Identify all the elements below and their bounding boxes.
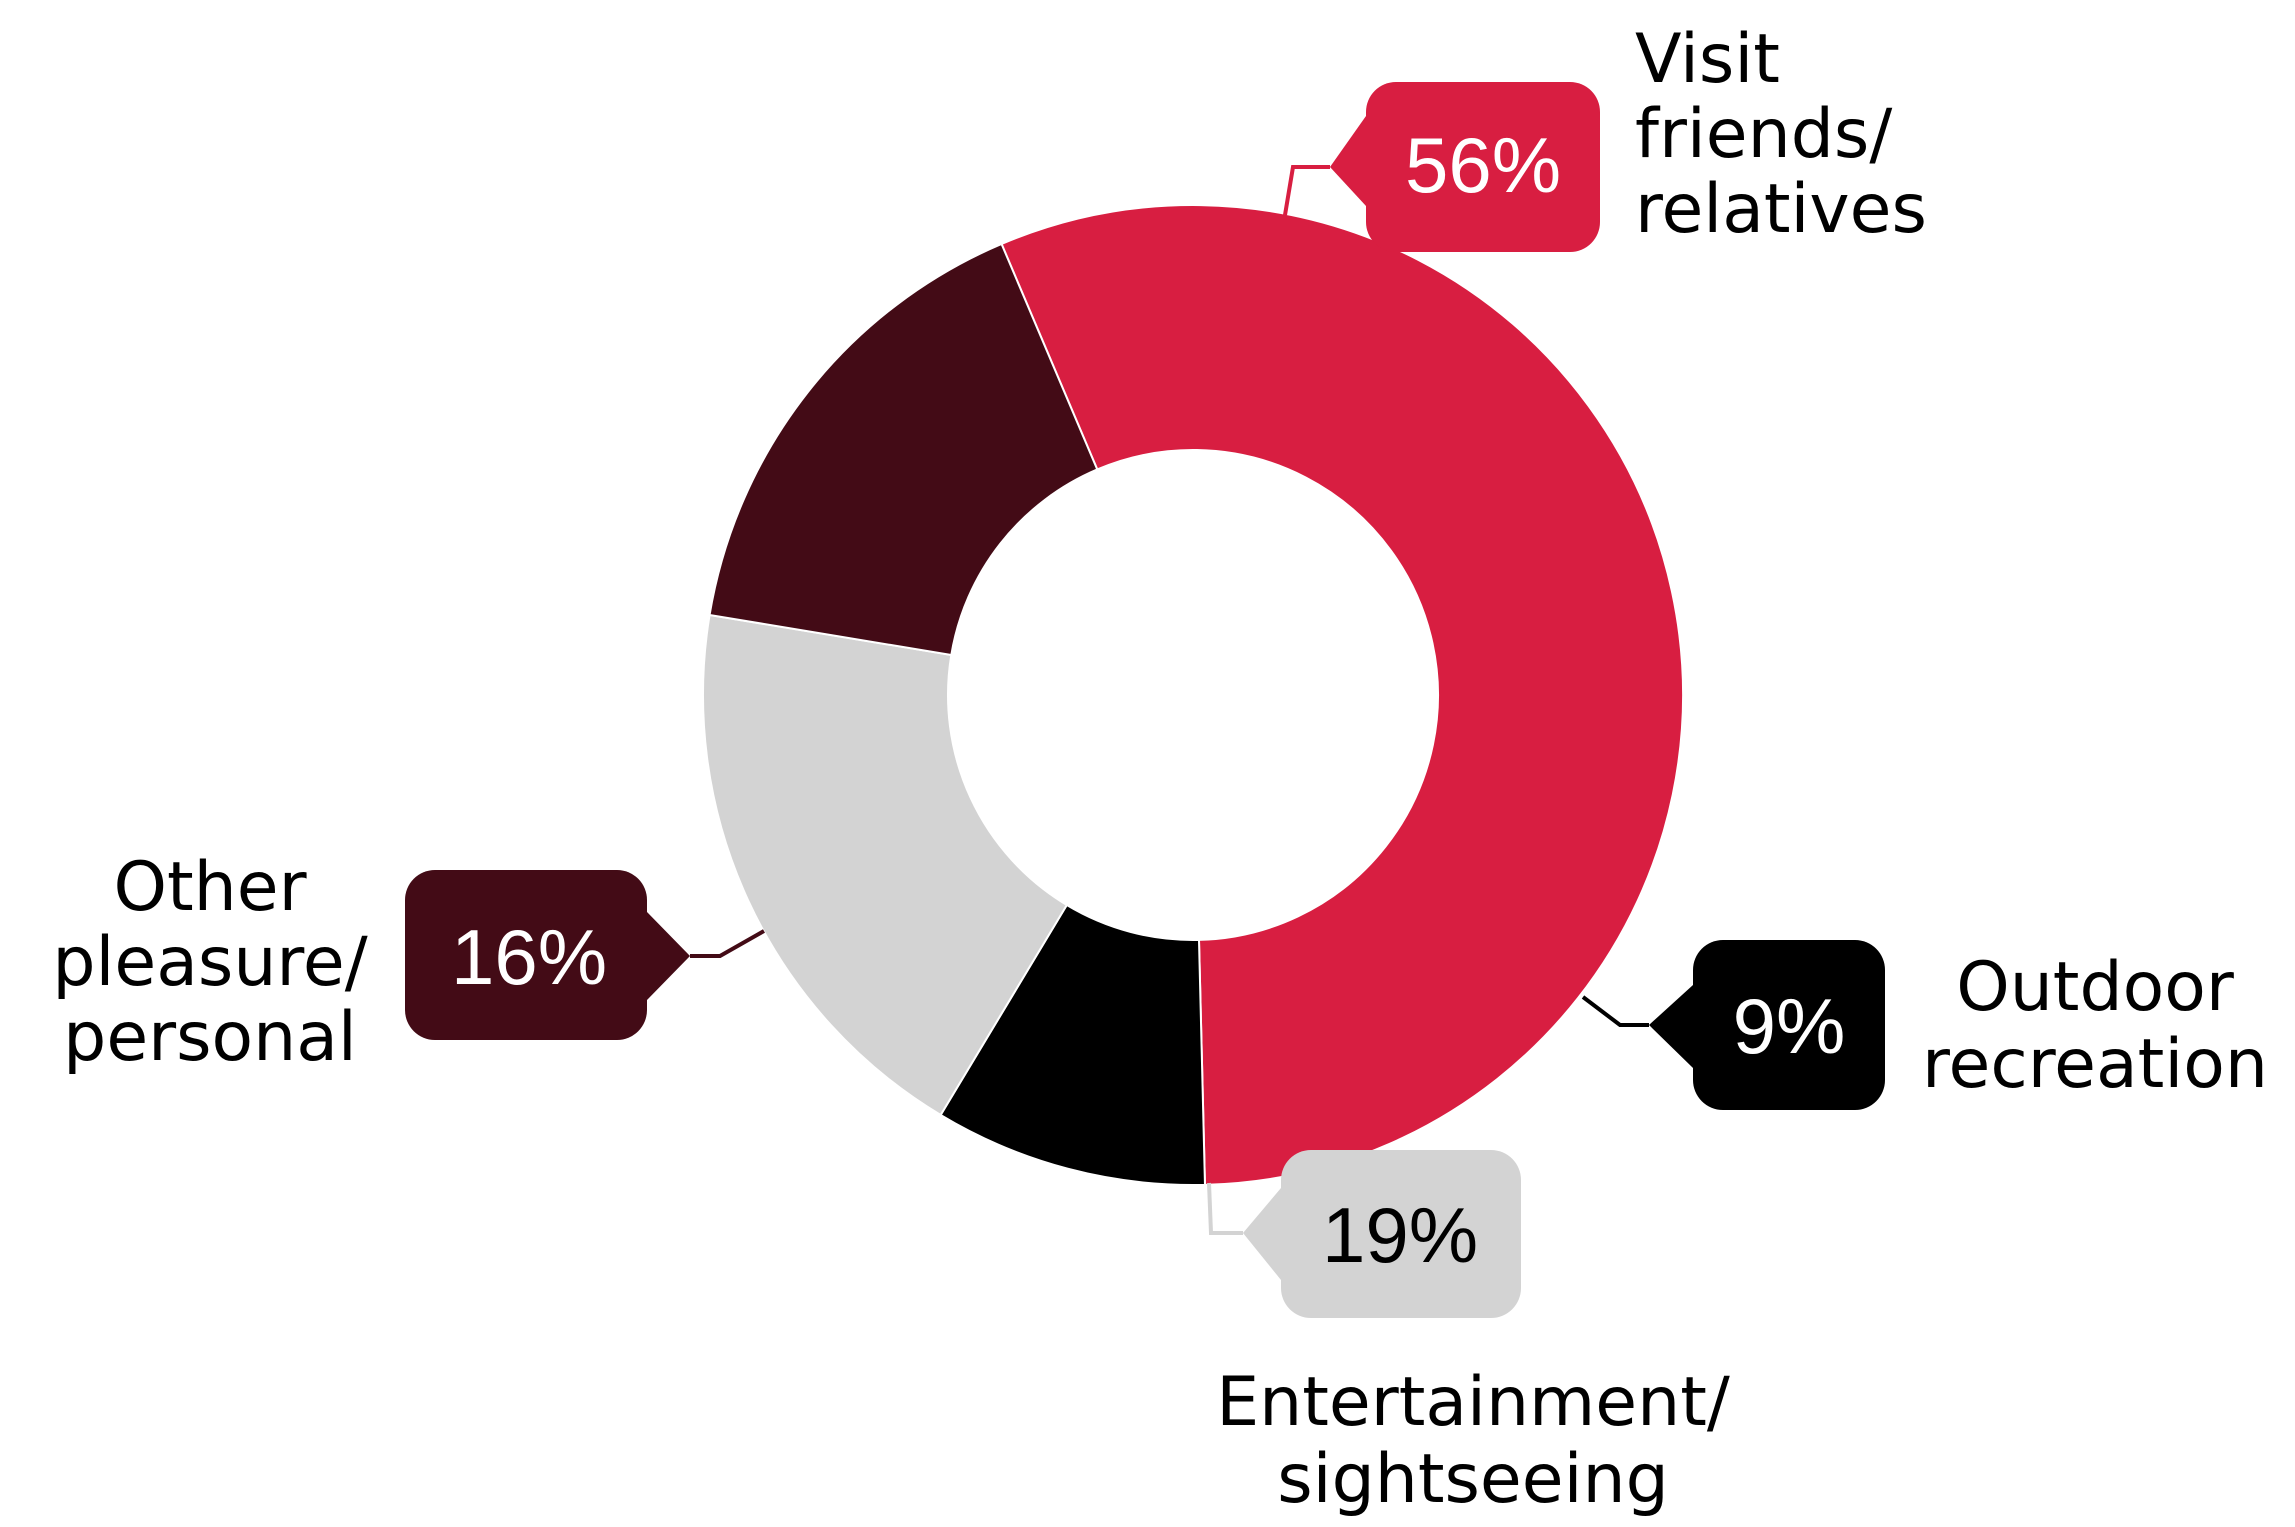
value-label-box bbox=[1281, 1150, 1521, 1318]
donut-slices bbox=[702, 204, 1684, 1186]
value-label-box bbox=[1693, 940, 1885, 1110]
slice-visit-friends-relatives bbox=[1000, 204, 1684, 1186]
value-label-box bbox=[405, 870, 647, 1040]
callout-other-pleasure-personal: 16% Other pleasure/personal bbox=[52, 848, 765, 1077]
category-label-line: Entertainment/ bbox=[1216, 1363, 1730, 1442]
category-label-line: Visit bbox=[1635, 20, 1780, 99]
leader-line bbox=[1283, 165, 1330, 216]
category-label-line: Outdoor bbox=[1956, 948, 2234, 1027]
category-label-line: recreation bbox=[1922, 1025, 2268, 1104]
slice-entertainment-sightseeing bbox=[702, 613, 1069, 1117]
value-label: 9% bbox=[1733, 982, 1846, 1070]
category-label: Outdoor recreation bbox=[1922, 948, 2268, 1104]
slice-other-pleasure-personal bbox=[708, 242, 1099, 657]
category-label: Other pleasure/personal bbox=[52, 848, 367, 1077]
value-label-pointer bbox=[1243, 1188, 1281, 1280]
category-label-line: personal bbox=[63, 998, 357, 1077]
value-label: 19% bbox=[1322, 1191, 1478, 1279]
category-label-line: relatives bbox=[1635, 170, 1927, 249]
callout-entertainment-sightseeing: 19% Entertainment/sightseeing bbox=[1207, 1150, 1730, 1519]
callout-visit-friends-relatives: 56% Visit friends/relatives bbox=[1283, 20, 1927, 252]
category-label-line: pleasure/ bbox=[52, 923, 367, 1002]
category-label: Entertainment/sightseeing bbox=[1216, 1363, 1730, 1519]
slice-callouts: 56% Visit friends/relatives 9% Outdoor recrea… bbox=[52, 20, 2268, 1519]
value-label: 56% bbox=[1405, 121, 1561, 209]
category-label: Visit friends/relatives bbox=[1635, 20, 1927, 249]
category-label-line: friends/ bbox=[1635, 95, 1892, 174]
category-label-line: sightseeing bbox=[1277, 1440, 1669, 1519]
leader-line bbox=[690, 929, 765, 958]
callout-outdoor-recreation: 9% Outdoor recreation bbox=[1581, 940, 2268, 1110]
value-label-pointer bbox=[1649, 985, 1693, 1068]
value-label: 16% bbox=[451, 913, 607, 1001]
value-label-box bbox=[1366, 82, 1600, 252]
leader-line bbox=[1207, 1182, 1243, 1235]
leader-line bbox=[1581, 995, 1649, 1027]
slice-outdoor-recreation bbox=[939, 903, 1206, 1186]
category-label-line: Other bbox=[113, 848, 306, 927]
value-label-pointer bbox=[647, 912, 690, 1000]
value-label-pointer bbox=[1330, 116, 1366, 206]
